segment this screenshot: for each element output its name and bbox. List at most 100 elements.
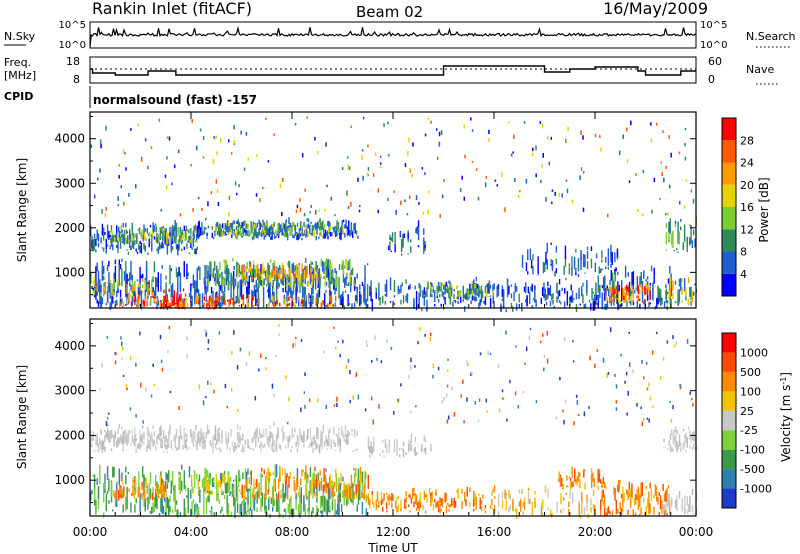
data-mark [440, 509, 442, 512]
data-mark [99, 279, 101, 296]
data-mark [423, 448, 426, 452]
data-mark [660, 303, 662, 306]
data-mark [168, 136, 171, 141]
data-mark [435, 491, 437, 495]
colorbar-frame [721, 117, 737, 297]
data-mark [305, 302, 307, 305]
data-mark [299, 275, 302, 286]
data-mark [212, 445, 214, 453]
data-mark [629, 296, 632, 300]
data-mark [349, 399, 351, 404]
data-mark [290, 282, 292, 299]
data-mark [195, 145, 198, 151]
data-mark [342, 219, 345, 223]
data-mark [207, 495, 209, 502]
data-mark [334, 268, 336, 273]
data-mark [597, 485, 599, 490]
data-mark [296, 269, 298, 275]
data-mark [196, 234, 198, 242]
data-mark [179, 272, 182, 290]
data-mark [134, 434, 136, 447]
data-mark [317, 428, 319, 440]
data-mark [643, 270, 645, 278]
data-mark [220, 488, 223, 494]
cpid-panel: CPID normalsound (fast) -157 [4, 86, 257, 108]
data-mark [463, 306, 466, 312]
data-mark [248, 446, 250, 449]
data-mark [149, 225, 152, 228]
data-mark [386, 338, 388, 344]
data-mark [128, 295, 130, 302]
data-mark [607, 266, 610, 270]
data-mark [197, 434, 200, 438]
data-mark [506, 285, 509, 298]
data-mark [347, 483, 349, 505]
data-mark [318, 480, 320, 483]
data-mark [281, 275, 284, 280]
data-mark [100, 237, 102, 244]
data-mark [223, 286, 226, 293]
data-mark [424, 244, 426, 249]
data-mark [200, 432, 202, 443]
data-mark [230, 222, 232, 231]
data-mark [272, 489, 275, 500]
data-mark [168, 442, 170, 448]
data-mark [218, 331, 221, 335]
data-mark [333, 281, 336, 286]
data-mark [408, 137, 410, 142]
data-mark [447, 502, 449, 506]
data-mark [564, 250, 567, 260]
data-mark [298, 297, 300, 307]
data-mark [543, 294, 545, 298]
data-mark [202, 156, 205, 159]
data-mark [149, 442, 152, 451]
data-mark [125, 224, 127, 228]
data-mark [483, 301, 485, 304]
data-mark [341, 225, 343, 231]
data-mark [515, 286, 518, 292]
nave-tick-top: 60 [708, 55, 722, 68]
data-mark [677, 444, 679, 450]
data-mark [312, 225, 315, 231]
data-mark [389, 301, 392, 303]
data-mark [272, 303, 274, 307]
data-mark [143, 442, 145, 445]
data-mark [606, 373, 608, 379]
data-mark [184, 298, 186, 301]
data-mark [519, 190, 521, 193]
data-mark [180, 303, 182, 308]
data-mark [273, 439, 275, 446]
data-mark [504, 207, 506, 213]
data-mark [237, 408, 239, 413]
data-mark [217, 489, 219, 494]
data-mark [361, 149, 364, 152]
data-mark [288, 260, 290, 268]
data-mark [667, 448, 669, 450]
data-mark [336, 274, 338, 278]
data-mark [123, 271, 126, 281]
colorbar-tick-label: -100 [740, 444, 765, 457]
data-mark [121, 341, 123, 347]
data-mark [607, 248, 610, 256]
data-mark [342, 431, 344, 435]
data-mark [555, 245, 558, 253]
colorbar-tick-label: -1000 [740, 483, 772, 496]
data-mark [592, 298, 595, 305]
data-mark [329, 480, 332, 483]
data-mark [308, 398, 311, 402]
data-mark [129, 241, 131, 248]
data-mark [132, 237, 134, 242]
data-mark [191, 119, 193, 123]
data-mark [136, 233, 138, 242]
data-mark [305, 465, 307, 480]
data-mark [190, 241, 193, 243]
data-mark [304, 188, 306, 192]
data-mark [417, 501, 419, 509]
data-mark [379, 155, 382, 158]
data-mark [157, 248, 159, 254]
data-mark [636, 276, 638, 292]
data-mark [484, 504, 487, 509]
data-mark [215, 474, 218, 484]
data-mark [255, 193, 258, 197]
data-mark [160, 506, 162, 512]
